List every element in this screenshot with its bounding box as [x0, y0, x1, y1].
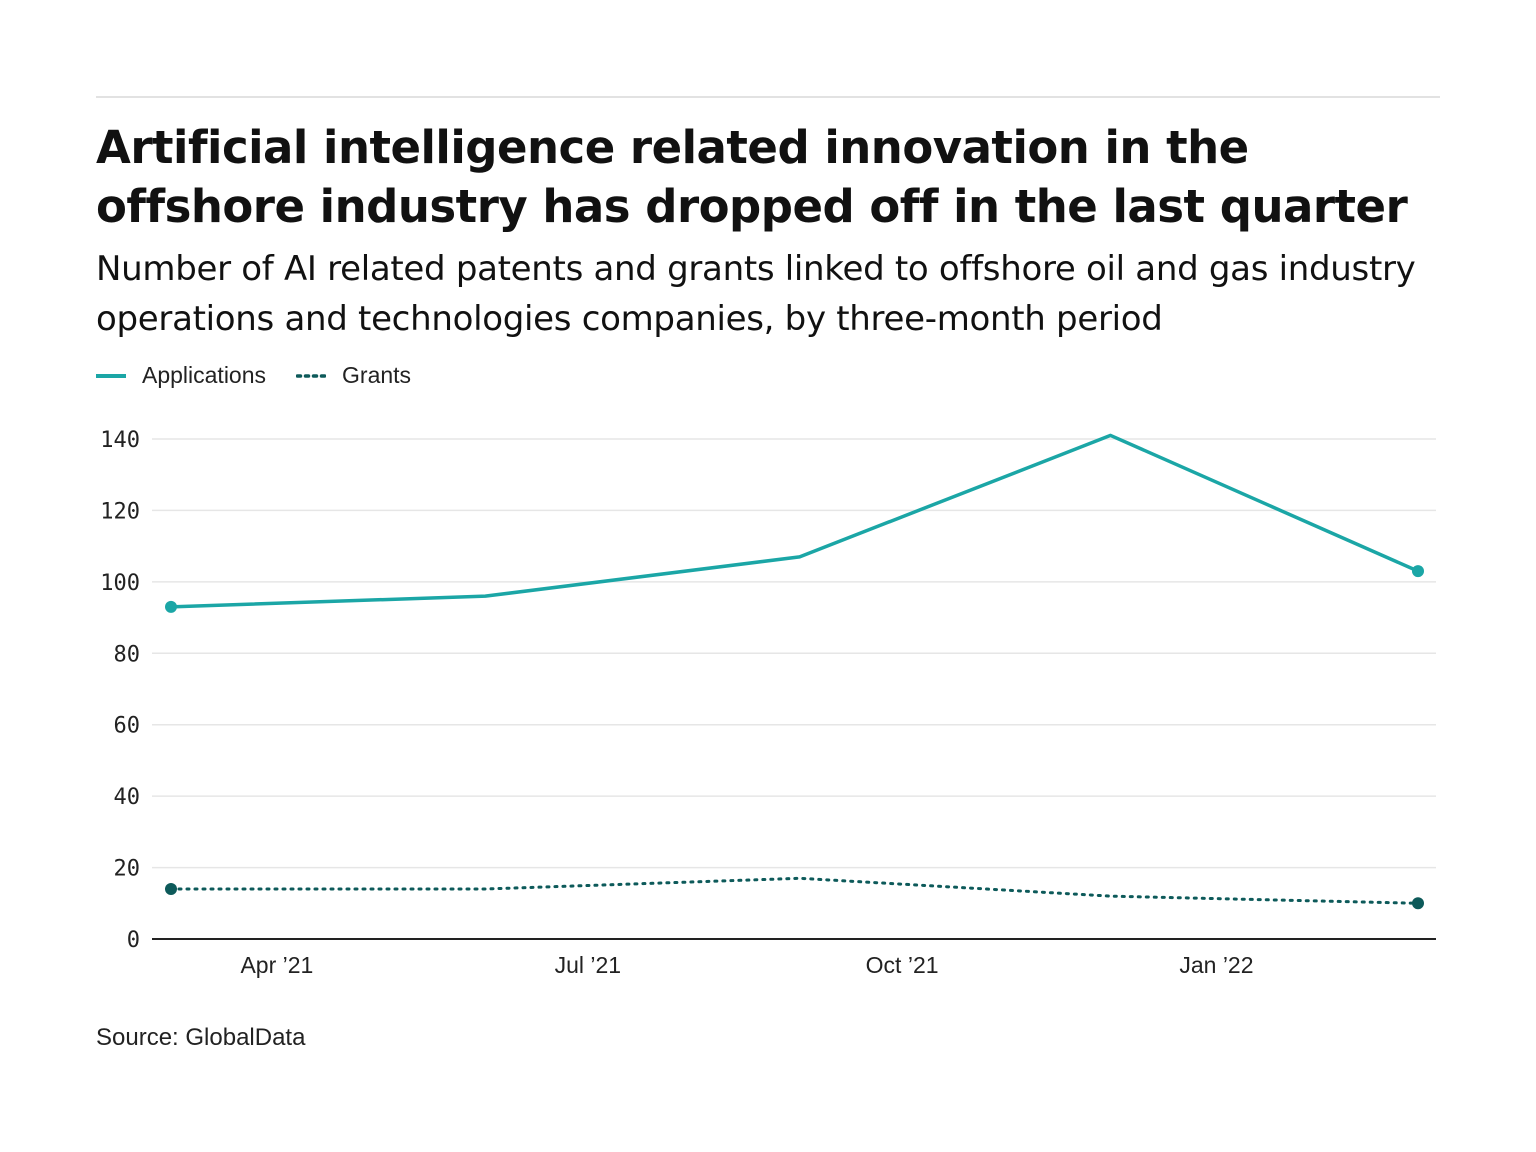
- legend-label: Applications: [142, 362, 267, 388]
- data-point-grants: [165, 883, 177, 895]
- data-point-applications: [165, 600, 177, 613]
- series-line-applications: [170, 433, 1419, 609]
- legend-item-grants: Grants: [296, 362, 411, 389]
- y-tick-label: 80: [114, 642, 141, 667]
- y-tick-label: 0: [127, 928, 140, 953]
- y-tick-label: 100: [100, 571, 140, 596]
- legend-item-applications: Applications: [96, 362, 266, 389]
- legend-swatch-dotted: [296, 373, 327, 378]
- data-point-grants: [1412, 897, 1424, 910]
- source-note: Source: GlobalData: [96, 1024, 306, 1051]
- x-tick-label: Oct ’21: [866, 952, 939, 978]
- legend-label: Grants: [342, 362, 412, 388]
- y-tick-label: 60: [114, 714, 141, 739]
- y-tick-label: 140: [100, 428, 140, 453]
- x-tick-label: Jan ’22: [1179, 952, 1253, 978]
- x-tick-label: Jul ’21: [555, 952, 621, 978]
- chart-title: Artificial intelligence related innovati…: [96, 121, 1408, 233]
- y-tick-label: 40: [114, 785, 141, 810]
- top-rule: [96, 96, 1440, 98]
- y-tick-label: 20: [114, 857, 141, 882]
- series-line-grants: [169, 876, 1420, 905]
- data-point-applications: [1412, 565, 1424, 578]
- legend: Applications Grants: [96, 362, 441, 389]
- chart-subtitle: Number of AI related patents and grants …: [96, 249, 1416, 339]
- x-tick-label: Apr ’21: [240, 952, 313, 978]
- y-tick-label: 120: [100, 499, 140, 524]
- legend-swatch-solid: [96, 373, 126, 378]
